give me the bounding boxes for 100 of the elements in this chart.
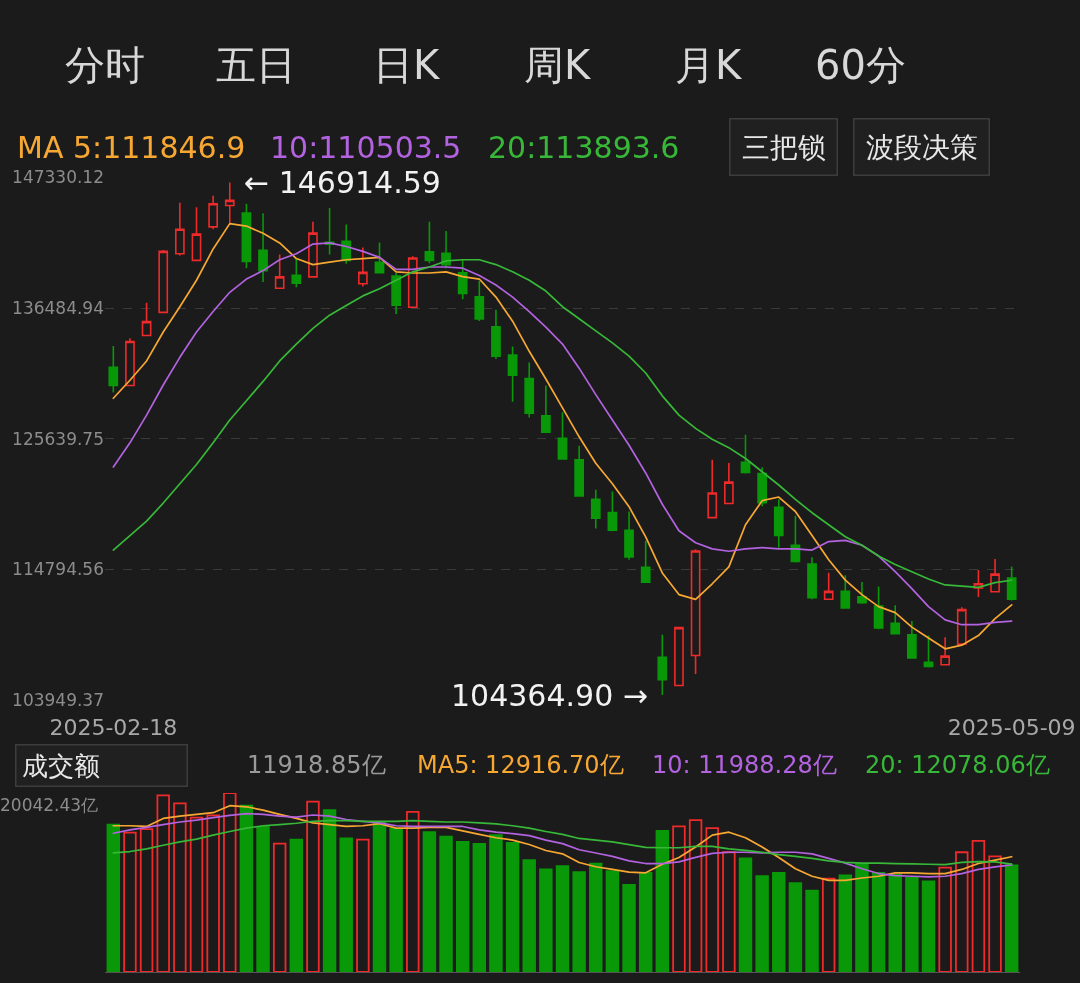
text: 周K [524, 42, 592, 88]
text: MA5: 12916.70亿 [417, 751, 624, 779]
y-tick-label: 147330.12 [12, 167, 104, 188]
candlestick [590, 488, 601, 530]
bar [572, 871, 586, 972]
bar [589, 862, 603, 972]
text: MA 5:111846.9 [17, 130, 246, 165]
bar [239, 804, 254, 972]
candlestick [357, 246, 368, 288]
candlestick [690, 548, 701, 675]
bar [638, 871, 653, 972]
bar [871, 871, 886, 972]
candlestick [990, 558, 1000, 593]
text: 日K [373, 42, 441, 88]
candlestick [141, 301, 152, 337]
candlestick [274, 253, 285, 290]
candlestick [374, 241, 385, 274]
candlestick [906, 620, 917, 660]
candlestick [857, 581, 867, 605]
bar [439, 835, 453, 972]
y-tick-label: 114794.56 [12, 559, 104, 580]
candlestick [757, 466, 768, 507]
candlestick [208, 195, 219, 231]
candlestick [823, 572, 834, 601]
candlestick [807, 556, 817, 601]
text: 10:110503.5 [270, 130, 462, 165]
x-tick-label: 2025-02-18 [49, 715, 178, 740]
bar [705, 827, 719, 972]
bar [971, 839, 986, 972]
candlestick [840, 574, 851, 610]
bar [838, 874, 853, 972]
text: 三把锁 [741, 130, 826, 164]
bar [422, 831, 437, 972]
candlestick [707, 458, 718, 519]
bar [672, 825, 686, 972]
bar [123, 831, 137, 972]
candlestick [574, 445, 585, 497]
text: 10: 11988.28亿 [652, 751, 837, 779]
bar [539, 868, 553, 972]
bar [605, 870, 620, 972]
bar [189, 816, 204, 972]
text: 20042.43亿 [0, 795, 99, 815]
candlestick [657, 634, 668, 696]
candlestick [524, 361, 535, 419]
candlestick [507, 345, 518, 403]
bar [173, 802, 187, 972]
candlestick [125, 337, 135, 387]
candlestick [407, 255, 418, 309]
bar [921, 880, 936, 972]
bar [339, 837, 353, 972]
candlestick [607, 490, 618, 533]
text: 五日 [216, 42, 296, 88]
bar [555, 865, 570, 972]
candlestick [457, 258, 468, 301]
bar [472, 843, 487, 972]
y-tick-label: 136484.94 [12, 298, 104, 319]
y-tick-label: 125639.75 [12, 428, 104, 449]
bar [322, 809, 337, 972]
bar [722, 851, 736, 972]
bar [256, 826, 270, 972]
bar [289, 838, 304, 972]
bar [139, 828, 154, 972]
candlestick [773, 498, 784, 549]
candlestick [491, 308, 501, 360]
candlestick [640, 539, 651, 583]
annotation: ← 146914.59 [244, 165, 441, 200]
bar [905, 877, 919, 972]
bar [955, 851, 969, 972]
text: 波段决策 [865, 130, 978, 164]
candlestick [258, 212, 268, 283]
candlestick [890, 604, 901, 635]
candlestick [424, 220, 435, 264]
bar [805, 889, 819, 972]
bar [223, 793, 237, 972]
bar [306, 800, 320, 972]
bar [821, 877, 836, 972]
candlestick [956, 606, 967, 645]
bar [522, 859, 536, 972]
text: 月K [675, 42, 743, 88]
candlestick [191, 206, 202, 262]
bar [356, 838, 370, 972]
bar [206, 814, 220, 972]
candlestick [940, 636, 951, 666]
bar [505, 842, 520, 972]
bar [489, 834, 503, 972]
candlestick [158, 249, 169, 314]
bar [1004, 864, 1019, 972]
bar [755, 875, 769, 972]
candlestick [624, 510, 634, 561]
bar [655, 830, 670, 972]
candlestick [224, 181, 235, 225]
candlestick [308, 220, 318, 278]
bar [772, 871, 786, 972]
text: 60分 [815, 42, 906, 88]
bar [988, 855, 1002, 972]
bar [389, 827, 403, 972]
candlestick [391, 271, 402, 315]
bar [406, 811, 420, 972]
candlestick [1006, 565, 1017, 602]
candlestick [291, 257, 302, 289]
